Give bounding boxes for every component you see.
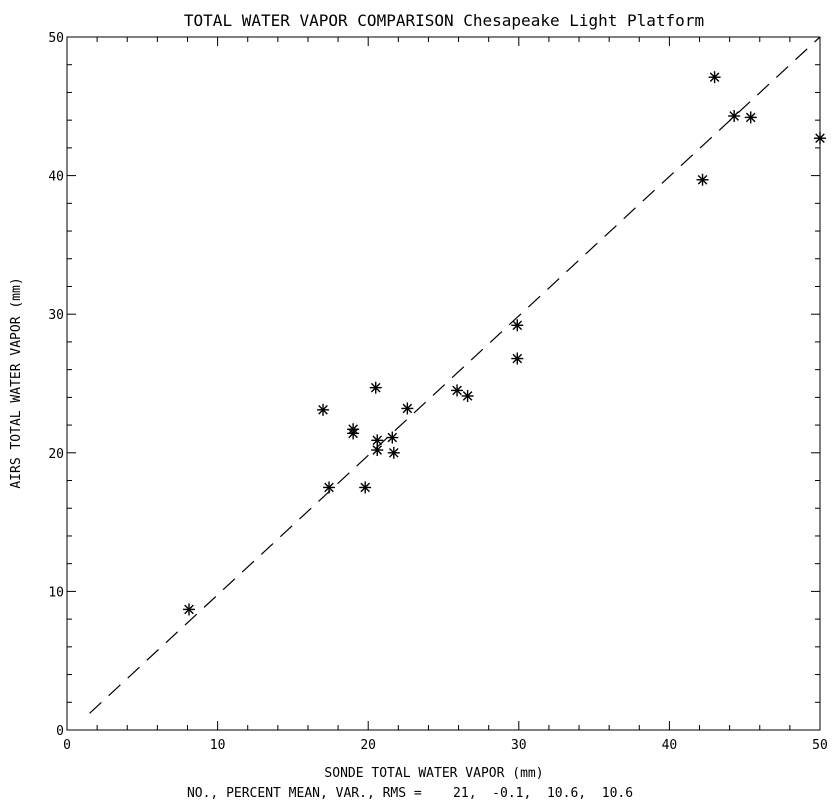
marker-stroke [348, 428, 358, 439]
data-point-marker [386, 431, 399, 444]
tick-labels: 0 10 20 30 40 50 0 10 20 30 40 50 [48, 31, 827, 753]
x-tick-label: 20 [360, 738, 376, 753]
marker-stroke [512, 320, 523, 331]
marker-stroke [462, 391, 473, 401]
marker-stroke [370, 382, 381, 393]
y-tick-label: 30 [48, 308, 64, 323]
axis-ticks [66, 36, 821, 731]
data-point-marker [708, 71, 721, 84]
chart-title: TOTAL WATER VAPOR COMPARISON Chesapeake … [184, 11, 704, 30]
marker-stroke [697, 174, 708, 185]
y-axis-label: AIRS TOTAL WATER VAPOR (mm) [9, 277, 24, 488]
stats-line: NO., PERCENT MEAN, VAR., RMS = 21, -0.1,… [187, 786, 633, 801]
data-point-marker [451, 384, 464, 397]
data-point-marker [401, 402, 414, 415]
marker-stroke [184, 604, 194, 615]
marker-stroke [402, 403, 413, 414]
data-point-marker [728, 110, 741, 123]
y-tick-label: 0 [56, 724, 64, 739]
data-point-marker [369, 381, 382, 394]
marker-stroke [709, 72, 720, 83]
x-tick-label: 50 [812, 738, 828, 753]
marker-stroke [815, 133, 825, 143]
x-tick-label: 30 [511, 738, 527, 753]
marker-stroke [372, 435, 383, 446]
data-point-marker [461, 389, 474, 402]
data-point-marker [371, 444, 384, 457]
data-point-marker [371, 434, 384, 447]
marker-stroke [324, 482, 334, 493]
plot-frame [66, 36, 821, 731]
marker-stroke [387, 432, 398, 443]
marker-stroke [745, 112, 756, 123]
x-tick-label: 0 [63, 738, 71, 753]
data-points [182, 71, 826, 616]
data-point-marker [696, 173, 709, 186]
marker-stroke [372, 445, 383, 455]
data-point-marker [387, 446, 400, 459]
y-tick-label: 10 [48, 585, 64, 600]
data-point-marker [744, 111, 757, 124]
x-axis-label: SONDE TOTAL WATER VAPOR (mm) [324, 766, 543, 781]
marker-stroke [360, 482, 371, 493]
data-point-marker [182, 603, 195, 616]
data-point-marker [347, 427, 360, 440]
data-point-marker [511, 352, 524, 365]
y-tick-label: 40 [48, 170, 64, 185]
data-point-marker [814, 132, 826, 145]
x-tick-label: 40 [662, 738, 678, 753]
y-tick-label: 20 [48, 447, 64, 462]
data-point-marker [511, 319, 524, 332]
marker-stroke [512, 353, 523, 364]
y-tick-label: 50 [48, 31, 64, 46]
data-point-marker [359, 481, 372, 494]
reference-dashed-line [89, 36, 821, 714]
data-point-marker [323, 481, 336, 494]
data-point-marker [317, 403, 330, 416]
marker-stroke [729, 111, 739, 121]
marker-stroke [388, 447, 399, 458]
marker-stroke [318, 405, 328, 415]
x-tick-label: 10 [210, 738, 226, 753]
marker-stroke [452, 385, 462, 396]
